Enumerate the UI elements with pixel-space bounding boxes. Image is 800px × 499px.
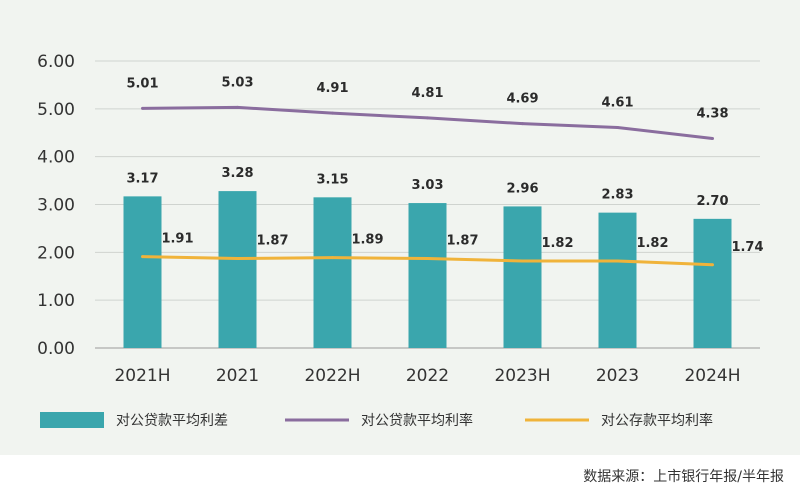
line-value-label: 1.89	[351, 233, 383, 248]
line-point	[711, 136, 714, 140]
line-point	[426, 257, 429, 261]
line-series	[141, 105, 714, 267]
bar-value-label: 3.17	[126, 171, 158, 186]
line-point	[236, 257, 239, 261]
line-point	[331, 256, 334, 260]
data-labels: 3.17 3.28 3.15 3.03 2.96 2.83 2.70 5.01 5.03 4.91…	[126, 75, 763, 254]
line-point	[521, 122, 524, 126]
bar-value-label: 3.28	[221, 166, 253, 181]
y-tick-label: 5.00	[37, 100, 75, 120]
line-value-label: 5.01	[126, 76, 158, 91]
line-value-label: 1.82	[636, 236, 668, 251]
y-tick-label: 3.00	[37, 196, 75, 216]
bar-value-label: 3.15	[316, 172, 348, 187]
chart-panel: 0.00 1.00 2.00 3.00 4.00 5.00 6.00 3.17 3.28 3.1…	[0, 0, 800, 455]
y-tick-label: 2.00	[37, 243, 75, 263]
line-point	[426, 116, 429, 120]
legend-label: 对公贷款平均利差	[116, 413, 228, 429]
line-point	[236, 105, 239, 109]
line-value-label: 4.61	[601, 95, 633, 110]
bar-value-label: 2.70	[696, 194, 728, 209]
bar	[503, 206, 542, 348]
bar	[408, 203, 447, 348]
line-value-label: 1.74	[731, 240, 763, 255]
y-tick-label: 0.00	[37, 339, 75, 359]
bar-value-label: 2.83	[601, 188, 633, 203]
bar-value-label: 2.96	[506, 181, 538, 196]
bar	[123, 196, 162, 348]
bar-series	[123, 191, 732, 348]
line-value-label: 1.82	[541, 236, 573, 251]
bar	[218, 191, 257, 348]
x-axis: 2021H 2021 2022H 2022 2023H 2023 2024H	[114, 366, 740, 386]
line-value-label: 4.81	[411, 86, 443, 101]
bar	[313, 197, 352, 348]
line-value-label: 4.91	[316, 81, 348, 96]
bar	[693, 218, 732, 348]
x-tick-label: 2024H	[684, 366, 740, 386]
x-tick-label: 2022H	[304, 366, 360, 386]
series-line	[142, 105, 713, 140]
line-point	[616, 259, 619, 263]
legend-label: 对公贷款平均利率	[361, 412, 473, 429]
y-tick-label: 4.00	[37, 148, 75, 168]
legend-label: 对公存款平均利率	[601, 412, 713, 429]
legend-swatch	[40, 412, 104, 428]
line-point	[616, 125, 619, 129]
line-point	[141, 255, 144, 259]
bar	[598, 212, 637, 348]
bar-value-label: 3.03	[411, 178, 443, 193]
line-point	[141, 106, 144, 110]
y-tick-label: 1.00	[37, 291, 75, 311]
line-value-label: 1.87	[256, 234, 288, 249]
x-tick-label: 2023H	[494, 366, 550, 386]
x-tick-label: 2021H	[114, 366, 170, 386]
x-tick-label: 2022	[406, 366, 449, 386]
x-tick-label: 2021	[216, 366, 259, 386]
y-tick-label: 6.00	[37, 52, 75, 72]
line-value-label: 4.69	[506, 92, 538, 107]
line-value-label: 1.91	[161, 232, 193, 247]
source-note: 数据来源：上市银行年报/半年报	[583, 469, 784, 485]
chart: 0.001.002.003.004.005.006.00 3.17 3.28 3.1…	[37, 52, 763, 429]
x-tick-label: 2023	[596, 366, 639, 386]
line-point	[521, 259, 524, 263]
line-point	[331, 111, 334, 115]
line-point	[711, 263, 714, 267]
line-value-label: 4.38	[696, 106, 728, 121]
legend: 对公贷款平均利差 对公贷款平均利率 对公存款平均利率	[40, 412, 713, 429]
y-axis: 0.00 1.00 2.00 3.00 4.00 5.00 6.00	[37, 52, 75, 359]
line-value-label: 5.03	[221, 75, 253, 90]
line-value-label: 1.87	[446, 234, 478, 249]
